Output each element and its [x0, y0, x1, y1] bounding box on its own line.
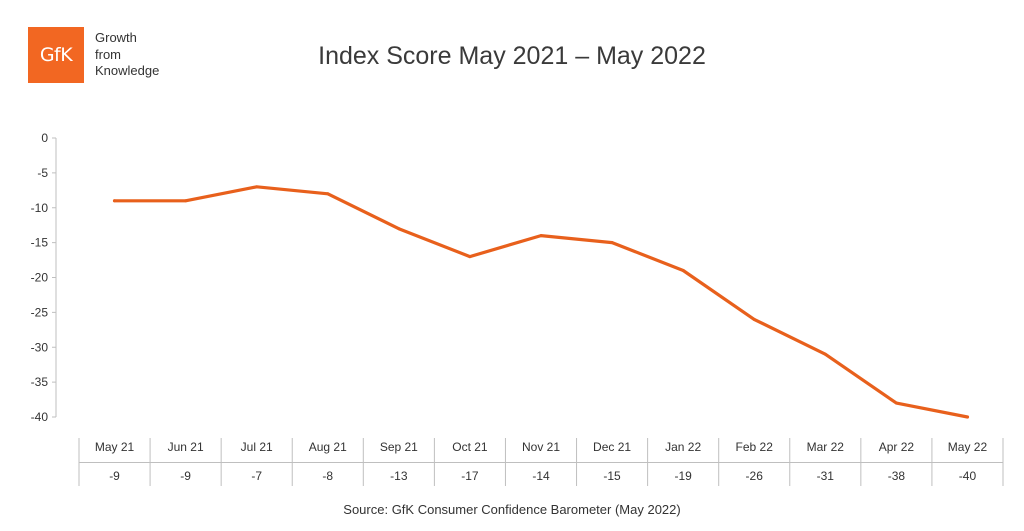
- x-category-label: Jul 21: [241, 440, 273, 454]
- x-category-label: May 22: [948, 440, 988, 454]
- x-category-label: Sep 21: [380, 440, 418, 454]
- gfk-logo: GfK: [28, 27, 84, 83]
- x-category-label: Jun 21: [168, 440, 204, 454]
- value-label: -14: [532, 469, 550, 483]
- chart-title: Index Score May 2021 – May 2022: [318, 42, 706, 70]
- x-category-label: Dec 21: [593, 440, 631, 454]
- y-tick-label: -25: [31, 305, 49, 319]
- logo-tagline: Growth from Knowledge: [95, 30, 159, 80]
- value-label: -9: [180, 469, 191, 483]
- y-tick-label: -10: [31, 201, 49, 215]
- data-point: [184, 199, 188, 203]
- data-point: [965, 415, 969, 419]
- y-tick-label: -40: [31, 410, 49, 424]
- x-category-label: Nov 21: [522, 440, 560, 454]
- value-label: -26: [746, 469, 764, 483]
- y-tick-label: -35: [31, 375, 49, 389]
- value-label: -13: [390, 469, 408, 483]
- x-category-label: Mar 22: [807, 440, 845, 454]
- y-tick-label: -5: [37, 166, 48, 180]
- value-label: -7: [251, 469, 262, 483]
- data-point: [397, 227, 401, 231]
- tagline-line-3: Knowledge: [95, 63, 160, 78]
- data-point: [681, 269, 685, 273]
- data-point: [610, 241, 614, 245]
- y-tick-label: -20: [31, 271, 49, 285]
- data-point: [326, 192, 330, 196]
- value-label: -9: [109, 469, 120, 483]
- tagline-line-1: Growth: [95, 30, 137, 45]
- value-label: -38: [888, 469, 906, 483]
- x-category-label: Jan 22: [665, 440, 701, 454]
- data-point: [894, 401, 898, 405]
- data-point: [752, 317, 756, 321]
- y-tick-label: -30: [31, 340, 49, 354]
- value-label: -19: [674, 469, 692, 483]
- data-point: [823, 352, 827, 356]
- value-label: -8: [322, 469, 333, 483]
- value-label: -17: [461, 469, 479, 483]
- series-line: [112, 185, 970, 419]
- x-category-label: Feb 22: [736, 440, 774, 454]
- tagline-line-2: from: [95, 46, 121, 62]
- x-category-label: Apr 22: [879, 440, 915, 454]
- data-point: [255, 185, 259, 189]
- x-category-label: Oct 21: [452, 440, 488, 454]
- data-point: [468, 255, 472, 259]
- x-category-label: May 21: [95, 440, 135, 454]
- data-point: [539, 234, 543, 238]
- source-note: Source: GfK Consumer Confidence Baromete…: [343, 502, 681, 517]
- value-label: -31: [817, 469, 835, 483]
- x-category-label: Aug 21: [309, 440, 347, 454]
- y-tick-label: -15: [31, 236, 49, 250]
- y-tick-label: 0: [41, 131, 48, 145]
- value-label: -40: [959, 469, 977, 483]
- logo-mark: GfK: [39, 44, 73, 66]
- data-point: [113, 199, 117, 203]
- value-label: -15: [603, 469, 621, 483]
